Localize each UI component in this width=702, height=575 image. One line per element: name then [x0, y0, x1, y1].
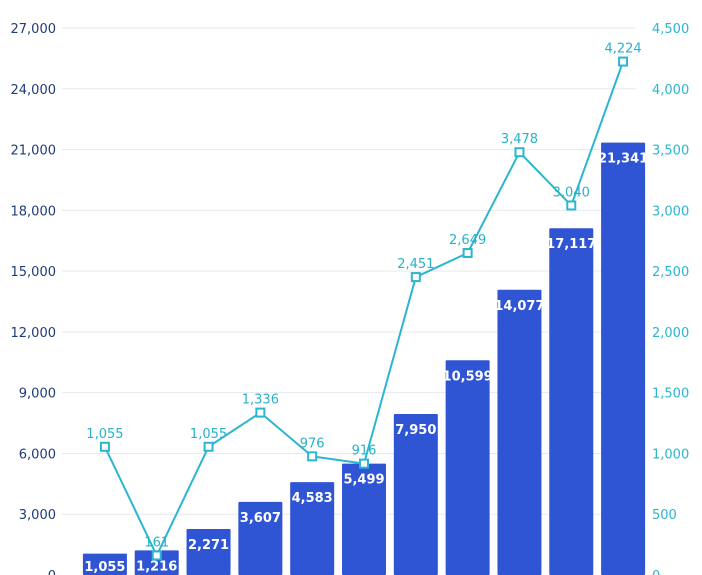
line-data-label: 976: [300, 436, 325, 451]
left-axis-tick-label: 12,000: [11, 326, 57, 341]
bar-data-label: 1,216: [136, 559, 177, 574]
bar: [82, 553, 127, 575]
bar: [290, 482, 335, 575]
line-data-label: 2,451: [397, 257, 434, 272]
right-axis-tick-label: 2,500: [652, 265, 689, 280]
right-axis-tick-label: 1,500: [652, 387, 689, 402]
right-axis-tick-label: 500: [652, 508, 677, 523]
line-point: [410, 272, 421, 283]
line-point: [151, 550, 162, 561]
bar: [393, 413, 438, 575]
right-axis-tick-label: 3,500: [652, 144, 689, 159]
left-axis-tick-label: 21,000: [11, 144, 57, 159]
left-axis-tick-label: 9,000: [19, 387, 56, 402]
bar-data-label: 5,499: [343, 473, 384, 488]
line-point: [566, 200, 577, 211]
line-point: [99, 441, 110, 452]
bar: [601, 142, 646, 575]
line-point: [203, 441, 214, 452]
right-axis-tick-label: 3,000: [652, 204, 689, 219]
line-data-label: 3,478: [501, 132, 538, 147]
bar: [497, 289, 542, 575]
bar-data-label: 7,950: [395, 423, 436, 438]
bar: [549, 228, 594, 575]
bar-data-label: 1,055: [84, 560, 125, 575]
line-point: [462, 247, 473, 258]
right-axis-tick-label: 4,000: [652, 83, 689, 98]
bar: [238, 501, 283, 575]
bar-data-label: 3,607: [240, 511, 281, 526]
right-axis-tick-label: 1,000: [652, 447, 689, 462]
bar-data-label: 4,583: [292, 491, 333, 506]
bar-data-label: 10,599: [443, 369, 493, 384]
bar-data-label: 14,077: [494, 299, 544, 314]
bar: [342, 463, 386, 575]
bar: [445, 360, 490, 575]
left-axis-tick-label: 27,000: [11, 22, 57, 37]
bar-data-label: 21,341: [598, 152, 648, 167]
left-axis-tick-label: 3,000: [19, 508, 56, 523]
line-data-label: 1,055: [86, 427, 123, 442]
line-data-label: 1,055: [190, 427, 227, 442]
line-point: [514, 147, 525, 158]
line-point: [618, 56, 629, 67]
line-data-label: 1,336: [242, 393, 279, 408]
left-axis-tick-label: 24,000: [11, 83, 57, 98]
bar-data-label: 17,117: [546, 237, 596, 252]
left-axis-tick-label: 18,000: [11, 204, 57, 219]
line-data-label: 3,040: [553, 185, 590, 200]
left-axis-tick-label: 0: [48, 569, 56, 575]
line-point: [359, 458, 369, 469]
right-axis-tick-label: 2,000: [652, 326, 689, 341]
bar-data-label: 2,271: [188, 538, 229, 553]
bar: [134, 550, 179, 575]
left-axis-tick-label: 15,000: [11, 265, 57, 280]
bar: [186, 528, 231, 575]
right-axis-tick-label: 0: [652, 569, 660, 575]
line-data-label: 2,649: [449, 233, 486, 248]
line-point: [255, 407, 266, 418]
right-axis-tick-label: 4,500: [652, 22, 689, 37]
line-data-label: 4,224: [604, 42, 641, 57]
line-point: [307, 451, 318, 462]
line-data-label: 916: [352, 444, 377, 459]
line-data-label: 161: [144, 535, 169, 550]
left-axis-tick-label: 6,000: [19, 447, 56, 462]
